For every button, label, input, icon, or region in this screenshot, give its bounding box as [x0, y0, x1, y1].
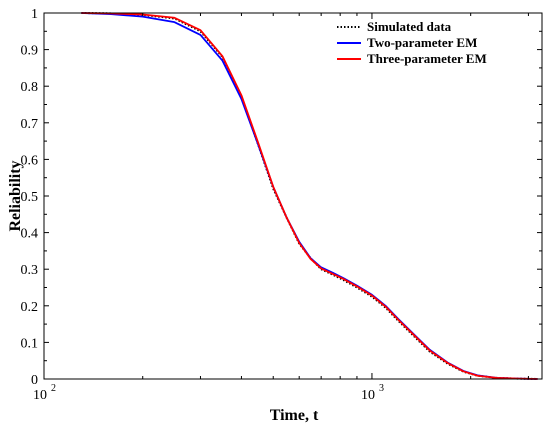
- y-tick-label: 0.4: [21, 227, 39, 242]
- legend-label-1: Two-parameter EM: [367, 35, 477, 50]
- series-line-1: [81, 12, 538, 380]
- y-tick-label: 0: [31, 373, 38, 388]
- x-tick-exponent: 2: [51, 383, 56, 394]
- x-tick-label: 10: [33, 388, 47, 403]
- series-line-0: [81, 12, 538, 380]
- series-line-2: [81, 12, 538, 380]
- legend-label-0: Simulated data: [367, 19, 452, 34]
- plot-frame: [43, 12, 543, 380]
- x-tick-label: 10: [361, 388, 375, 403]
- legend-label-2: Three-parameter EM: [367, 51, 487, 66]
- y-tick-label: 0.6: [21, 153, 39, 168]
- axes-layer: [43, 12, 543, 380]
- x-axis-title: Time, t: [270, 407, 319, 424]
- x-tick-exponent: 3: [379, 383, 384, 394]
- y-tick-label: 0.2: [21, 300, 39, 315]
- y-axis-title: Reliability: [7, 160, 24, 231]
- y-tick-label: 1: [31, 7, 38, 22]
- ticks-layer: 0 0.1 0.2 0.3 0.4 0.5 0.6 0.7 0.8 0.9 1 10 2 10 3: [21, 7, 542, 403]
- y-tick-label: 0.5: [21, 190, 39, 205]
- y-tick-label: 0.8: [21, 80, 39, 95]
- y-tick-label: 0.9: [21, 44, 39, 59]
- y-tick-label: 0.1: [21, 336, 39, 351]
- y-tick-label: 0.7: [21, 117, 39, 132]
- y-tick-label: 0.3: [21, 263, 39, 278]
- series-layer: [81, 12, 538, 380]
